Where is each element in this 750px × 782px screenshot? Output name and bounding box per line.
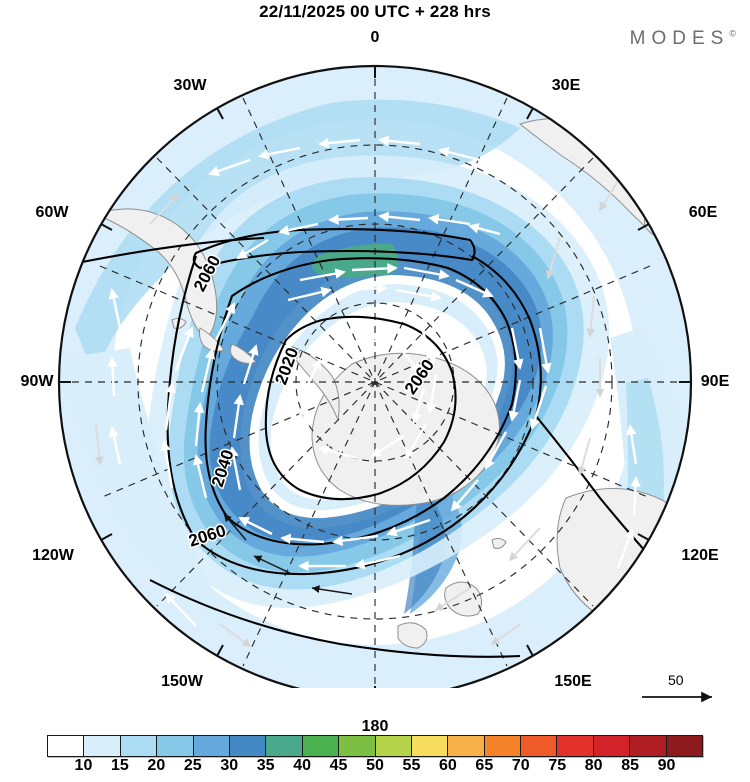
colorbar-swatch xyxy=(630,736,667,756)
longitude-label-90e: 90E xyxy=(700,373,730,390)
colorbar-swatch xyxy=(557,736,594,756)
colorbar-swatch xyxy=(448,736,485,756)
polar-map: 2060 2020 2060 2040 2060 xyxy=(0,28,750,688)
longitude-label-90w: 90W xyxy=(20,373,54,390)
colorbar-tick-label: 20 xyxy=(147,757,166,774)
colorbar-tick-label: 55 xyxy=(402,757,421,774)
colorbar-swatch xyxy=(521,736,558,756)
vector-scale-arrow xyxy=(642,691,712,703)
colorbar-tick-label: 60 xyxy=(438,757,457,774)
colorbar-tick-label: 50 xyxy=(366,757,384,774)
longitude-label-30w: 30W xyxy=(173,77,207,94)
colorbar-swatch xyxy=(484,736,522,756)
colorbar-swatch xyxy=(84,736,121,756)
colorbar-tick-label: 30 xyxy=(220,757,239,774)
longitude-label-150w: 150W xyxy=(161,673,203,690)
colorbar xyxy=(47,735,703,757)
colorbar-tick-label: 85 xyxy=(621,757,640,774)
colorbar-swatch xyxy=(157,736,194,756)
colorbar-swatch xyxy=(120,736,158,756)
longitude-label-60w: 60W xyxy=(35,204,69,221)
colorbar-swatch xyxy=(302,736,340,756)
colorbar-tick-label: 10 xyxy=(74,757,93,774)
longitude-label-150e: 150E xyxy=(554,673,592,690)
colorbar-swatch xyxy=(48,736,85,756)
rim-ticks xyxy=(59,66,691,688)
copyright-icon: © xyxy=(729,28,736,39)
modes-logo: MODES© xyxy=(630,28,736,50)
longitude-label-60e: 60E xyxy=(688,204,718,221)
longitude-label-120w: 120W xyxy=(32,547,74,564)
colorbar-swatch xyxy=(593,736,631,756)
colorbar-swatch xyxy=(229,736,267,756)
colorbar-tick-label: 15 xyxy=(110,757,129,774)
colorbar-tick-label: 80 xyxy=(584,757,603,774)
longitude-label-120e: 120E xyxy=(681,547,719,564)
colorbar-ticks: 10 15 20 25 30 35 40 45 50 55 60 65 70 75 80 85 90 xyxy=(47,757,703,781)
colorbar-swatch xyxy=(266,736,303,756)
colorbar-tick-label: 70 xyxy=(511,757,530,774)
longitude-label-180: 180 xyxy=(361,718,389,735)
colorbar-swatch xyxy=(193,736,230,756)
colorbar-tick-label: 25 xyxy=(183,757,202,774)
colorbar-tick-label: 35 xyxy=(256,757,275,774)
colorbar-swatch xyxy=(666,736,703,756)
colorbar-tick-label: 90 xyxy=(657,757,676,774)
page-title: 22/11/2025 00 UTC + 228 hrs xyxy=(259,2,491,21)
vector-scale: 50 xyxy=(640,672,730,706)
brand-text: MODES xyxy=(629,28,730,49)
colorbar-tick-label: 40 xyxy=(293,757,312,774)
longitude-label-30e: 30E xyxy=(551,77,581,94)
colorbar-swatch xyxy=(375,736,412,756)
wind-vectors-dark xyxy=(223,513,353,595)
map-canvas xyxy=(59,66,691,688)
colorbar-swatch xyxy=(411,736,449,756)
vector-scale-value: 50 xyxy=(668,672,684,688)
colorbar-tick-label: 65 xyxy=(475,757,494,774)
longitude-label-0: 0 xyxy=(370,29,380,46)
colorbar-tick-label: 45 xyxy=(329,757,348,774)
colorbar-tick-label: 75 xyxy=(548,757,567,774)
colorbar-swatch xyxy=(339,736,376,756)
